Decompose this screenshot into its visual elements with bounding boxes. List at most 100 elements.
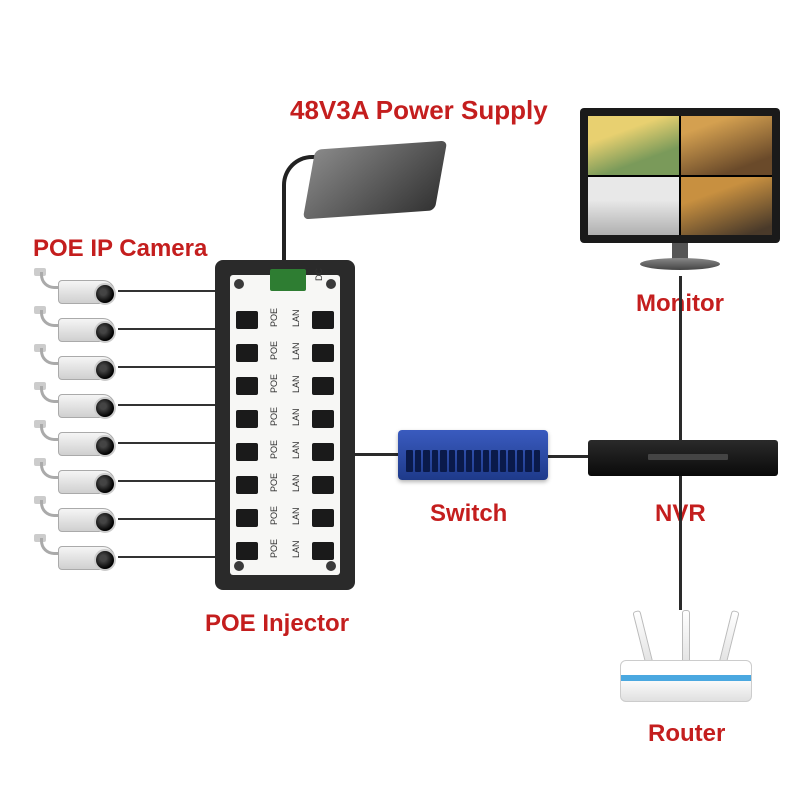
- lan-port-label: LAN: [291, 445, 301, 459]
- camera-lens-icon: [94, 549, 116, 571]
- monitor-feed-3: [588, 177, 679, 236]
- poe-port: [236, 509, 258, 527]
- poe-port-label: POE: [269, 478, 279, 492]
- dc-label: DC: [314, 268, 324, 281]
- injector-port-row: POE LAN: [230, 371, 340, 401]
- lan-port-label: LAN: [291, 412, 301, 426]
- monitor-feed-1: [588, 116, 679, 175]
- monitor-frame: [580, 108, 780, 243]
- injector-port-row: POE LAN: [230, 503, 340, 533]
- camera-body: [58, 394, 115, 418]
- poe-port: [236, 443, 258, 461]
- lan-port: [312, 443, 334, 461]
- ip-camera: [30, 272, 120, 310]
- camera-cable: [118, 328, 215, 330]
- camera-cable: [118, 518, 215, 520]
- poe-injector-label: POE Injector: [205, 610, 349, 638]
- switch-ports: [406, 450, 540, 472]
- lan-port-label: LAN: [291, 379, 301, 393]
- line-switch-nvr: [548, 455, 588, 458]
- lan-port-label: LAN: [291, 346, 301, 360]
- lan-port-label: LAN: [291, 544, 301, 558]
- router-body: [620, 660, 752, 702]
- camera-body: [58, 508, 115, 532]
- injector-port-row: POE LAN: [230, 437, 340, 467]
- router: [610, 600, 760, 710]
- camera-cable: [118, 556, 215, 558]
- monitor-screen: [588, 116, 772, 235]
- monitor: [580, 108, 780, 278]
- lan-port: [312, 344, 334, 362]
- poe-port: [236, 410, 258, 428]
- ip-camera: [30, 462, 120, 500]
- poe-port: [236, 311, 258, 329]
- camera-lens-icon: [94, 397, 116, 419]
- line-nvr-monitor: [679, 276, 682, 440]
- camera-body: [58, 470, 115, 494]
- camera-cable: [118, 442, 215, 444]
- ip-camera: [30, 500, 120, 538]
- injector-port-row: POE LAN: [230, 338, 340, 368]
- poe-port-label: POE: [269, 412, 279, 426]
- power-supply-label: 48V3A Power Supply: [290, 95, 548, 126]
- camera-cable: [118, 404, 215, 406]
- poe-port-label: POE: [269, 445, 279, 459]
- camera-body: [58, 356, 115, 380]
- nvr-device: [588, 440, 778, 476]
- poe-port: [236, 344, 258, 362]
- line-injector-switch: [355, 453, 398, 456]
- poe-port: [236, 377, 258, 395]
- screw-icon: [326, 279, 336, 289]
- camera-lens-icon: [94, 435, 116, 457]
- ip-camera: [30, 386, 120, 424]
- lan-port-label: LAN: [291, 478, 301, 492]
- lan-port-label: LAN: [291, 313, 301, 327]
- monitor-feed-2: [681, 116, 772, 175]
- router-label: Router: [648, 720, 725, 748]
- lan-port: [312, 377, 334, 395]
- lan-port: [312, 311, 334, 329]
- screw-icon: [234, 279, 244, 289]
- poe-port: [236, 542, 258, 560]
- lan-port: [312, 476, 334, 494]
- poe-port-label: POE: [269, 346, 279, 360]
- camera-lens-icon: [94, 359, 116, 381]
- camera-lens-icon: [94, 283, 116, 305]
- power-supply-brick: [303, 141, 447, 220]
- poe-port-label: POE: [269, 313, 279, 327]
- camera-lens-icon: [94, 473, 116, 495]
- camera-cable: [118, 290, 215, 292]
- injector-port-row: POE LAN: [230, 470, 340, 500]
- camera-body: [58, 546, 115, 570]
- camera-body: [58, 280, 115, 304]
- lan-port-label: LAN: [291, 511, 301, 525]
- poe-port: [236, 476, 258, 494]
- camera-body: [58, 432, 115, 456]
- nvr-disc-slot: [648, 454, 728, 460]
- dc-terminal: [270, 269, 306, 291]
- camera-cable: [118, 366, 215, 368]
- camera-cable: [118, 480, 215, 482]
- line-nvr-router: [679, 476, 682, 610]
- camera-lens-icon: [94, 321, 116, 343]
- lan-port: [312, 509, 334, 527]
- injector-port-row: POE LAN: [230, 536, 340, 566]
- lan-port: [312, 542, 334, 560]
- ip-camera: [30, 424, 120, 462]
- poe-port-label: POE: [269, 379, 279, 393]
- switch-label: Switch: [430, 500, 507, 528]
- monitor-base: [640, 258, 720, 270]
- injector-port-row: POE LAN: [230, 305, 340, 335]
- ip-camera: [30, 310, 120, 348]
- poe-port-label: POE: [269, 511, 279, 525]
- poe-injector-face: DC POELANPOELANPOELANPOELANPOELANPOELANP…: [230, 275, 340, 575]
- poe-injector: DC POELANPOELANPOELANPOELANPOELANPOELANP…: [215, 260, 355, 590]
- router-stripe: [621, 675, 751, 681]
- ip-camera: [30, 538, 120, 576]
- poe-camera-label: POE IP Camera: [33, 235, 207, 263]
- network-switch: [398, 430, 548, 480]
- camera-body: [58, 318, 115, 342]
- poe-port-label: POE: [269, 544, 279, 558]
- camera-lens-icon: [94, 511, 116, 533]
- monitor-feed-4: [681, 177, 772, 236]
